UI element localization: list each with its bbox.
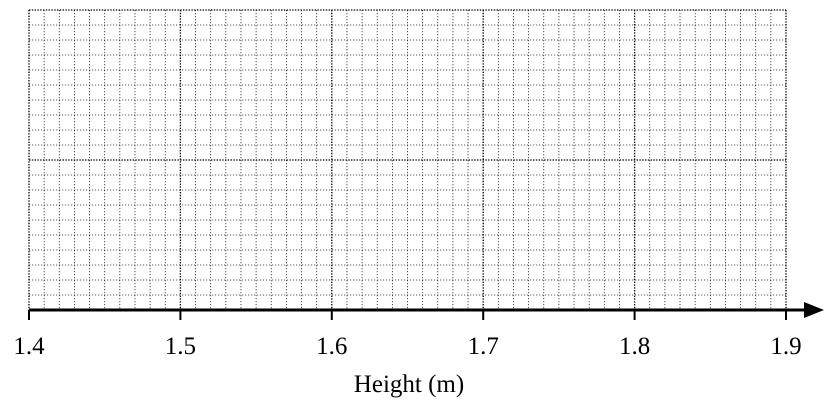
x-axis-label: Height (m) (354, 371, 464, 398)
x-axis-arrow (804, 302, 824, 318)
x-tick-label: 1.7 (468, 333, 499, 360)
x-tick-label: 1.8 (619, 333, 650, 360)
x-tick-label: 1.9 (770, 333, 801, 360)
x-tick-label: 1.4 (13, 333, 45, 360)
x-axis (28, 302, 824, 320)
x-tick-labels: 1.4 1.5 1.6 1.7 1.8 1.9 (13, 333, 801, 360)
grid (28, 9, 787, 310)
x-tick-label: 1.5 (165, 333, 196, 360)
x-tick-label: 1.6 (316, 333, 347, 360)
